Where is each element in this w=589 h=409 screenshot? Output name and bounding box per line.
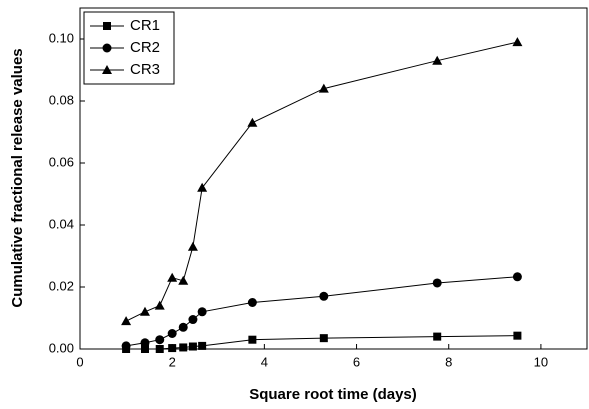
y-tick-label: 0.04: [49, 216, 74, 231]
data-point: [197, 182, 208, 192]
data-point: [188, 342, 197, 351]
data-point: [140, 338, 150, 348]
data-point: [168, 344, 177, 353]
data-point: [167, 272, 178, 282]
data-point: [167, 329, 177, 338]
data-point: [140, 345, 149, 353]
x-tick-label: 8: [445, 354, 452, 369]
data-point: [178, 275, 189, 285]
data-point: [187, 241, 198, 251]
data-point: [197, 307, 207, 317]
data-point: [178, 322, 188, 332]
data-point: [179, 343, 188, 352]
data-point: [247, 298, 257, 307]
data-point: [433, 332, 442, 341]
data-point: [198, 341, 207, 350]
data-point: [154, 300, 165, 310]
legend-label: CR3: [130, 61, 160, 78]
data-point: [513, 331, 522, 340]
x-axis-title: Square root time (days): [249, 386, 417, 403]
data-point: [318, 83, 329, 93]
legend-marker: [102, 43, 112, 53]
data-point: [155, 345, 164, 353]
y-tick-label: 0.08: [49, 92, 74, 107]
x-tick-label: 2: [169, 354, 176, 369]
plot-frame: [79, 7, 588, 350]
data-point: [248, 335, 257, 344]
y-tick-label: 0.00: [49, 340, 74, 355]
data-point: [512, 272, 522, 282]
y-axis-title: Cumulative fractional release values: [9, 48, 26, 307]
data-point: [139, 306, 150, 316]
data-point: [432, 278, 442, 288]
y-tick-label: 0.06: [49, 154, 74, 169]
legend-marker: [102, 65, 112, 74]
data-point: [155, 335, 165, 345]
data-point: [319, 334, 328, 343]
x-tick-label: 10: [534, 354, 548, 369]
data-point: [512, 37, 523, 47]
y-tick-label: 0.10: [49, 30, 74, 45]
x-tick-label: 4: [261, 354, 268, 369]
data-point: [319, 291, 329, 301]
y-tick-label: 0.02: [49, 278, 74, 293]
legend-label: CR1: [130, 17, 160, 34]
data-point: [121, 316, 132, 326]
data-point: [188, 315, 198, 325]
legend-marker: [103, 22, 111, 30]
legend-label: CR2: [130, 39, 160, 56]
x-tick-label: 0: [76, 354, 83, 369]
x-tick-label: 6: [353, 354, 360, 369]
data-point: [121, 341, 131, 351]
data-point: [432, 55, 443, 65]
data-point: [247, 117, 258, 127]
